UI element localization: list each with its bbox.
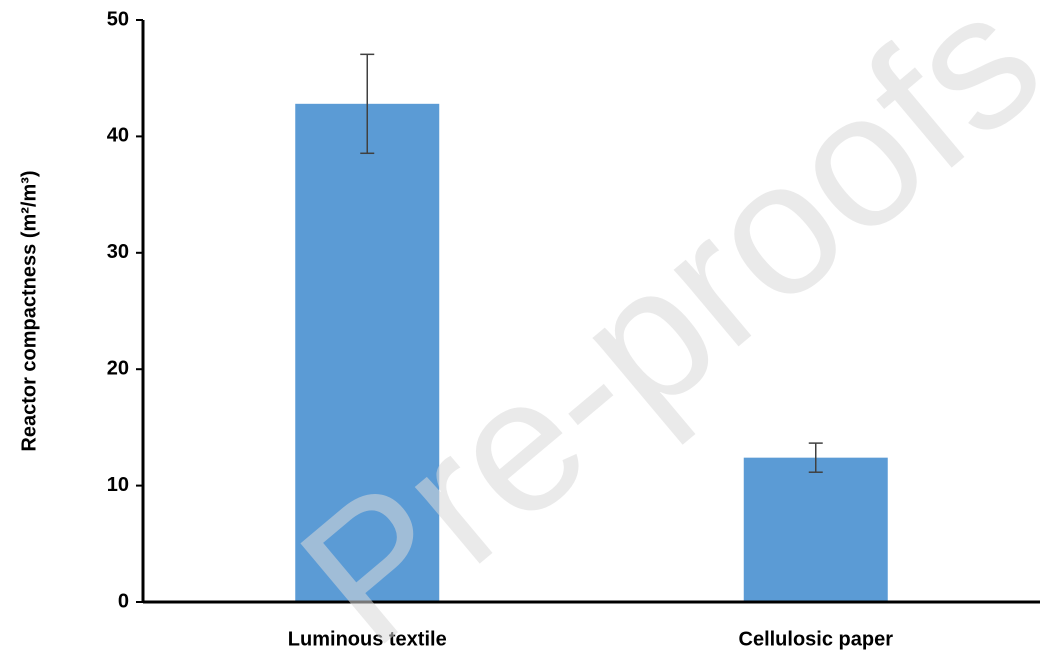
y-tick-label: 30: [107, 241, 129, 263]
x-tick-label: Cellulosic paper: [739, 628, 894, 650]
x-tick-label: Luminous textile: [288, 628, 447, 650]
y-tick-label: 40: [107, 125, 129, 147]
bar: [295, 103, 440, 603]
y-tick-label: 50: [107, 8, 129, 30]
error-bar: [808, 442, 823, 473]
y-tick-label: 20: [107, 357, 129, 379]
y-axis-label: Reactor compactness (m²/m³): [18, 170, 40, 451]
bar: [743, 457, 888, 602]
y-tick-label: 0: [118, 590, 129, 612]
error-bar: [360, 53, 375, 155]
y-tick-label: 10: [107, 474, 129, 496]
